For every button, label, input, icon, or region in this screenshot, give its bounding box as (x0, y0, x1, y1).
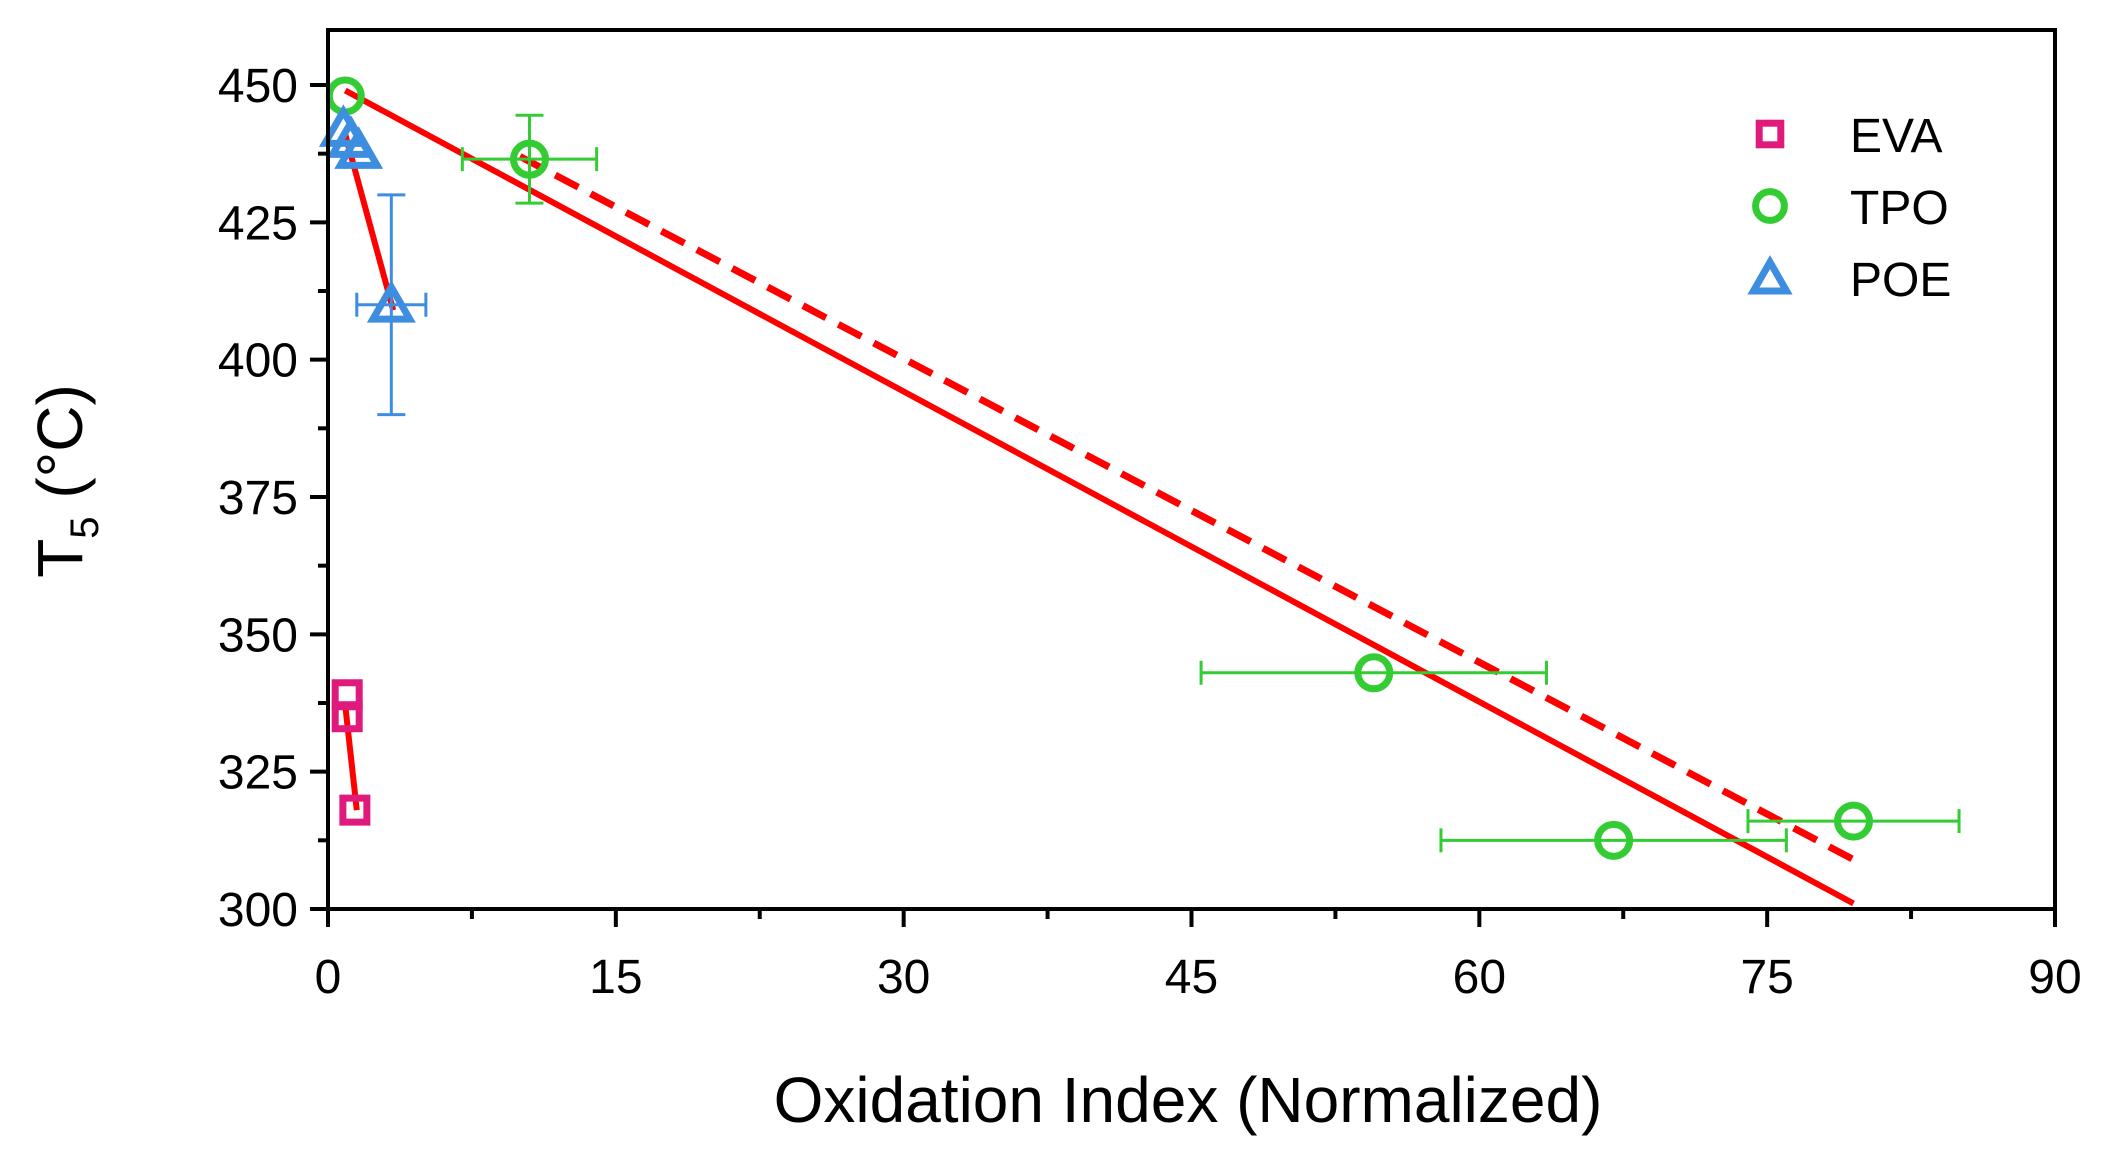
y-axis-title: T5 (°C) (24, 384, 107, 578)
y-axis-title-subscript: 5 (63, 516, 107, 538)
x-tick-label: 30 (877, 951, 930, 1004)
svg-text:T5 (°C): T5 (°C) (24, 384, 107, 578)
legend-marker-eva (1755, 119, 1785, 149)
legend-marker-poe (1747, 255, 1793, 295)
y-tick-label: 425 (218, 197, 298, 250)
axes (310, 28, 2057, 927)
poe-fit-line (342, 133, 397, 312)
legend-label-poe: POE (1850, 254, 1951, 307)
data-markers (318, 76, 1874, 860)
tpo-point (1354, 653, 1394, 693)
y-axis-title-unit: (°C) (24, 384, 96, 516)
legend: EVA TPO POE (1747, 110, 1951, 307)
tpo-point (509, 139, 549, 179)
legend-label-tpo: TPO (1850, 182, 1949, 235)
y-tick-label: 300 (218, 884, 298, 937)
poe-point (334, 126, 384, 169)
plot-frame (326, 28, 2057, 911)
tick-labels: 0 15 30 45 60 75 90 300 325 350 375 400 425 450 (218, 60, 2082, 1004)
eva-point (331, 701, 363, 733)
y-axis-title-main: T (24, 539, 96, 578)
y-tick-label: 350 (218, 609, 298, 662)
x-tick-label: 15 (589, 951, 642, 1004)
tpo-point (1834, 801, 1874, 841)
tpo-point (1594, 820, 1634, 860)
legend-label-eva: EVA (1850, 110, 1942, 163)
x-tick-label: 75 (1740, 951, 1793, 1004)
tpo-fit-dashed-line (518, 153, 1856, 863)
eva-point (339, 794, 371, 826)
eva-fit-line (342, 705, 360, 811)
y-tick-label: 375 (218, 472, 298, 525)
poe-point (366, 280, 416, 323)
error-bars (355, 113, 1961, 853)
tpo-fit-line (343, 87, 1855, 907)
x-axis-title: Oxidation Index (Normalized) (774, 1064, 1603, 1136)
x-tick-label: 45 (1165, 951, 1218, 1004)
x-tick-label: 60 (1453, 951, 1506, 1004)
legend-marker-tpo (1752, 188, 1788, 224)
y-tick-label: 325 (218, 747, 298, 800)
x-tick-label: 0 (315, 951, 342, 1004)
y-tick-label: 400 (218, 335, 298, 388)
x-tick-label: 90 (2028, 951, 2081, 1004)
fit-lines (342, 87, 1856, 907)
y-tick-label: 450 (218, 60, 298, 113)
